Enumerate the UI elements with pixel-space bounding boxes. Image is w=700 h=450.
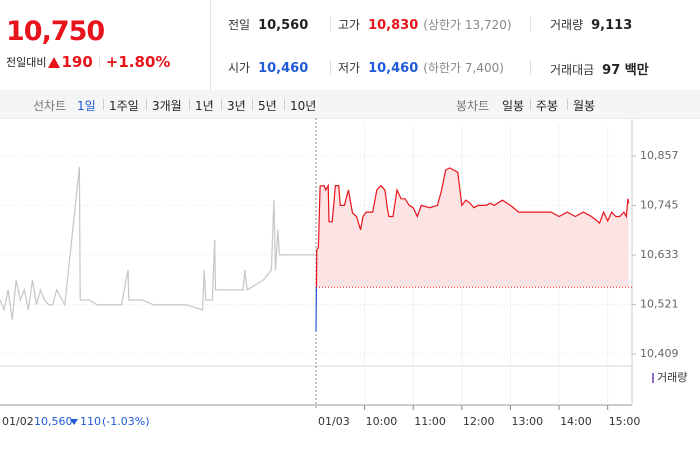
period-tab[interactable]: 3개월 xyxy=(152,99,182,113)
info-item: 거래량 9,113 xyxy=(550,16,632,33)
info-label: 고가 xyxy=(338,18,361,32)
info-value: 10,460 xyxy=(368,61,419,76)
candle-tab[interactable]: 월봉 xyxy=(573,99,596,113)
change-rate: +1.80% xyxy=(105,53,171,71)
change: 190 xyxy=(61,53,93,71)
info-item: 전일 10,560 xyxy=(228,16,308,33)
day-label: 01/02 xyxy=(2,415,34,428)
period-tab[interactable]: 1주일 xyxy=(109,99,139,113)
tab-group-label: 선차트 xyxy=(33,99,67,113)
y-tick-label: 10,633 xyxy=(640,248,679,261)
price-line xyxy=(0,166,316,320)
price: 10,750 xyxy=(6,16,105,47)
y-tick-label: 10,409 xyxy=(640,347,679,360)
summary: 10,750 전일대비 190 +1.80% 전일 10,560 고가 10,830 (… xyxy=(0,0,700,91)
info-value: 10,560 xyxy=(258,18,309,33)
info-label: 거래량 xyxy=(550,18,584,32)
x-tick-label: 14:00 xyxy=(560,415,592,428)
info-value: 97 백만 xyxy=(602,63,649,78)
info-item: 저가 10,460 (하한가 7,400) xyxy=(338,59,504,76)
tab-group-label: 봉차트 xyxy=(456,99,490,113)
period-tabs: 선차트 1일 1주일 3개월 1년 3년 5년 10년 봉차트 일봉 주봉 월봉 xyxy=(0,90,700,119)
period-tab[interactable]: 3년 xyxy=(227,99,246,113)
period-tab[interactable]: 1년 xyxy=(195,99,214,113)
info-note: (하한가 7,400) xyxy=(423,61,504,75)
info-label: 거래대금 xyxy=(550,63,595,77)
price-line xyxy=(315,167,630,288)
hover-close: 10,560 xyxy=(34,415,73,428)
period-tab[interactable]: 10년 xyxy=(290,99,317,113)
info-value: 10,460 xyxy=(258,61,309,76)
info-label: 시가 xyxy=(228,61,251,75)
info-label: 저가 xyxy=(338,61,361,75)
info-value: 10,830 xyxy=(368,18,419,33)
area-fill xyxy=(316,167,629,288)
x-tick-label: 13:00 xyxy=(511,415,543,428)
y-tick-label: 10,521 xyxy=(640,297,679,310)
hover-change: 110 xyxy=(80,415,101,428)
info-item: 고가 10,830 (상한가 13,720) xyxy=(338,16,512,33)
up-arrow xyxy=(48,56,61,68)
period-tab[interactable]: 5년 xyxy=(258,99,277,113)
change-label: 전일대비 xyxy=(6,56,47,69)
x-tick-label: 10:00 xyxy=(366,415,398,428)
x-tick-label: 11:00 xyxy=(414,415,446,428)
change-row: 전일대비 190 +1.80% xyxy=(6,53,170,71)
info-value: 9,113 xyxy=(591,18,633,33)
x-tick-label: 12:00 xyxy=(463,415,495,428)
info-item: 거래대금 97 백만 xyxy=(550,59,649,78)
info-label: 전일 xyxy=(228,18,251,32)
candle-tab[interactable]: 주봉 xyxy=(536,99,559,113)
info-note: (상한가 13,720) xyxy=(423,18,512,32)
legend-swatch xyxy=(652,373,654,383)
candle-tab[interactable]: 일봉 xyxy=(502,99,525,113)
y-tick-label: 10,745 xyxy=(640,198,679,211)
period-tab[interactable]: 1일 xyxy=(77,99,96,113)
hover-rate: (-1.03%) xyxy=(102,415,150,428)
down-arrow xyxy=(70,419,78,425)
y-tick-label: 10,857 xyxy=(640,149,679,162)
day-label: 01/03 xyxy=(318,415,350,428)
price-box: 10,750 전일대비 190 +1.80% xyxy=(0,0,211,90)
legend-label: 거래량 xyxy=(657,371,687,384)
chart: 10,857 10,745 10,633 10,521 10,409 10:00 11:00… xyxy=(0,118,700,428)
info-item: 시가 10,460 xyxy=(228,59,308,76)
x-tick-label: 15:00 xyxy=(609,415,641,428)
